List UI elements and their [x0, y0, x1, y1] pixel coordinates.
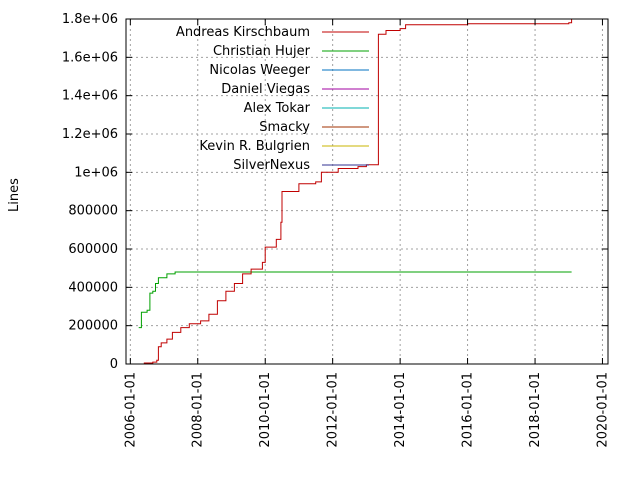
series-line-1 — [141, 19, 573, 365]
y-tick-label: 1e+06 — [74, 165, 118, 180]
series-line-2 — [138, 271, 572, 329]
legend: Andreas Kirschbaum Christian Hujer Nicolas… — [176, 25, 369, 173]
x-tick-label: 2008-01-01 — [191, 372, 206, 448]
x-tick-label: 2006-01-01 — [123, 372, 138, 448]
y-tick-label: 600000 — [68, 242, 118, 257]
y-tick-label: 1.2e+06 — [62, 127, 118, 142]
y-tick-label: 800000 — [68, 204, 118, 219]
legend-label: Nicolas Weeger — [209, 63, 310, 78]
legend-label: Alex Tokar — [244, 101, 311, 116]
plot-frame — [125, 18, 609, 365]
y-axis-label: Lines — [7, 178, 22, 212]
y-tick-label: 200000 — [68, 319, 118, 334]
x-tick-label: 2010-01-01 — [258, 372, 273, 448]
x-tick-label: 2016-01-01 — [461, 372, 476, 448]
y-tick-label: 1.8e+06 — [62, 12, 118, 27]
legend-label: SilverNexus — [233, 158, 310, 173]
legend-label: Andreas Kirschbaum — [176, 25, 310, 40]
grid — [126, 19, 608, 364]
legend-label: Kevin R. Bulgrien — [199, 139, 310, 154]
legend-label: Daniel Viegas — [221, 82, 310, 97]
y-tick-label: 1.4e+06 — [62, 89, 118, 104]
axes: 0 200000 400000 600000 800000 1e+06 1.2e+06 1.4… — [62, 12, 611, 448]
x-tick-label: 2012-01-01 — [326, 372, 341, 448]
y-tick-label: 0 — [110, 357, 118, 372]
legend-label: Smacky — [259, 120, 310, 135]
x-tick-label: 2018-01-01 — [528, 372, 543, 448]
series-lines — [138, 19, 573, 365]
x-tick-label: 2014-01-01 — [393, 372, 408, 448]
legend-label: Christian Hujer — [213, 44, 311, 59]
y-tick-label: 1.6e+06 — [62, 50, 118, 65]
x-tick-label: 2020-01-01 — [595, 372, 610, 448]
y-tick-label: 400000 — [68, 280, 118, 295]
